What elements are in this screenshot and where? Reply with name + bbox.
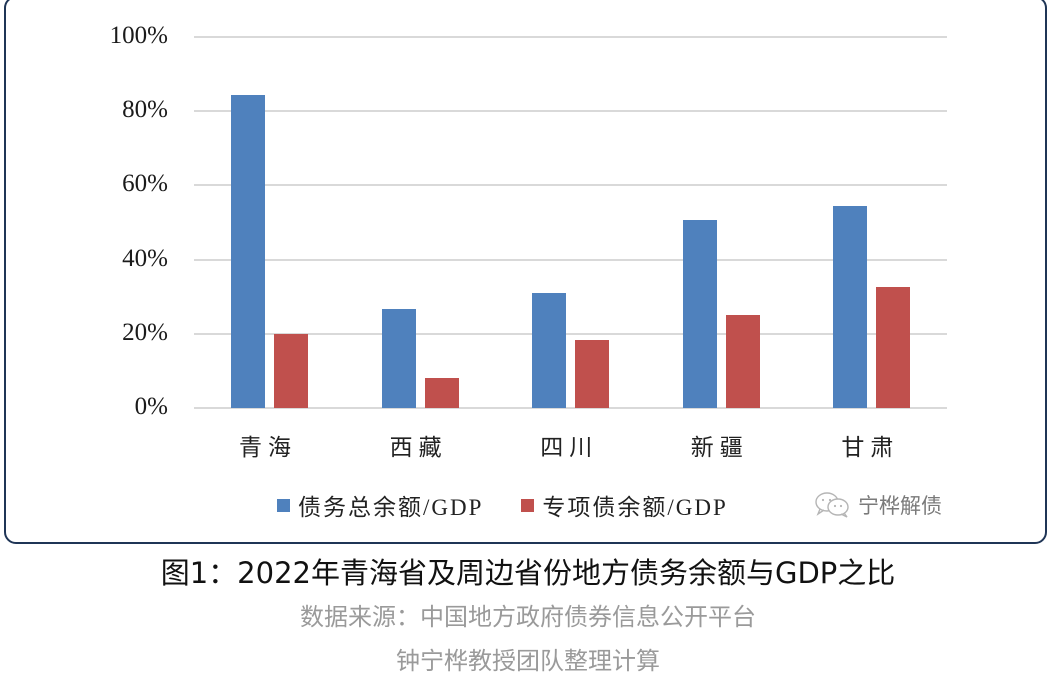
x-axis-category-label: 新疆 <box>690 435 749 461</box>
watermark: 宁桦解债 <box>814 490 942 520</box>
gridline <box>194 36 947 38</box>
y-axis-tick-label: 80% <box>122 96 168 124</box>
bar-total-debt <box>231 94 265 408</box>
bar-special-bond <box>725 314 760 408</box>
bar-total-debt <box>833 206 868 408</box>
bar-chart: 0% 20% 40% 60% 80% 100% 青海 西藏 四川 新疆 甘肃 <box>109 22 947 461</box>
gridline <box>194 407 947 409</box>
gridline <box>194 258 947 261</box>
bar-total-debt <box>532 292 567 408</box>
bar-total-debt <box>381 309 416 408</box>
y-axis-tick-label: 60% <box>122 170 168 198</box>
bar-special-bond <box>575 340 610 408</box>
legend-swatch-icon <box>277 498 290 512</box>
x-axis-category-label: 四川 <box>540 435 599 461</box>
data-source-line: 数据来源：中国地方政府债券信息公开平台 <box>300 603 756 631</box>
y-axis-tick-label: 40% <box>122 244 168 272</box>
x-axis-category-label: 西藏 <box>389 435 448 461</box>
bar-total-debt <box>682 219 717 408</box>
bar-special-bond <box>876 286 911 408</box>
legend-label: 专项债余额/GDP <box>542 495 728 520</box>
gridline <box>194 332 947 335</box>
y-axis-tick-label: 100% <box>109 22 168 49</box>
legend-swatch-icon <box>521 498 535 512</box>
x-axis-category-label: 甘肃 <box>841 435 900 461</box>
chart-legend: 债务总余额/GDP 专项债余额/GDP <box>277 490 766 520</box>
gridline <box>194 110 947 113</box>
gridline <box>194 184 947 187</box>
legend-label: 债务总余额/GDP <box>298 495 484 520</box>
y-axis-tick-label: 20% <box>122 318 168 346</box>
figure-caption: 图1：2022年青海省及周边省份地方债务余额与GDP之比 <box>160 556 896 590</box>
chart-frame <box>4 0 1047 544</box>
credit-line: 钟宁桦教授团队整理计算 <box>396 647 660 675</box>
bar-special-bond <box>274 333 308 408</box>
legend-item: 债务总余额/GDP <box>277 488 483 522</box>
x-axis-category-label: 青海 <box>239 435 297 461</box>
legend-item: 专项债余额/GDP <box>521 488 727 522</box>
watermark-text: 宁桦解债 <box>858 494 942 518</box>
y-axis-tick-label: 0% <box>134 393 168 420</box>
bar-special-bond <box>424 377 459 408</box>
wechat-icon <box>815 492 849 518</box>
